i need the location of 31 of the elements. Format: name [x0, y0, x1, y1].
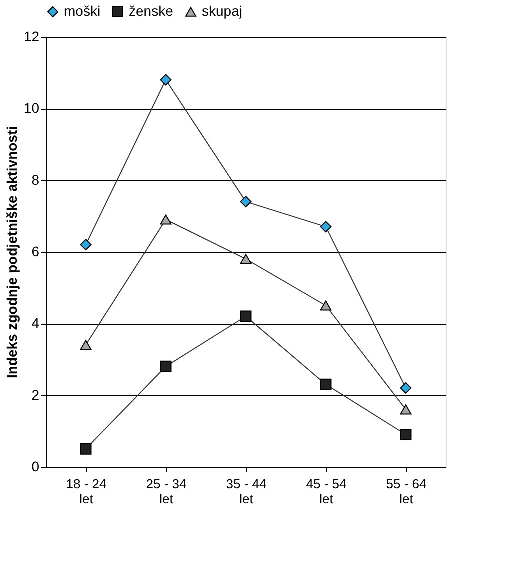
y-tick-label: 12 [24, 28, 40, 44]
point [160, 214, 172, 225]
y-tick-label: 6 [32, 244, 40, 260]
y-tick-label: 0 [32, 458, 40, 474]
legend-label: skupaj [202, 3, 242, 19]
point [320, 300, 332, 311]
y-tick-label: 4 [32, 315, 40, 332]
point [160, 360, 172, 372]
point [240, 254, 252, 264]
legend-label: ženske [129, 3, 174, 19]
point [240, 196, 252, 208]
point [400, 382, 412, 394]
point [320, 221, 332, 233]
x-tick-label: 25 - 34 let [146, 476, 187, 506]
x-tick-label: 35 - 44 let [226, 476, 267, 506]
point [80, 239, 92, 251]
y-tick-label: 2 [32, 386, 40, 403]
legend-label: moški [64, 3, 101, 19]
y-axis-title: Indeks zgodnje podjetniške aktivnosti [4, 126, 20, 379]
x-tick-label: 55 - 64 let [386, 476, 427, 506]
y-tick-label: 10 [24, 100, 40, 116]
point [240, 310, 252, 322]
y-tick-label: 8 [32, 172, 40, 188]
point [320, 378, 332, 390]
x-tick-label: 45 - 54 let [306, 476, 347, 506]
point [160, 74, 172, 86]
point [80, 340, 92, 350]
point [80, 443, 92, 455]
point [400, 404, 412, 415]
point [400, 429, 412, 440]
x-tick-label: 18 - 24 let [66, 476, 107, 506]
